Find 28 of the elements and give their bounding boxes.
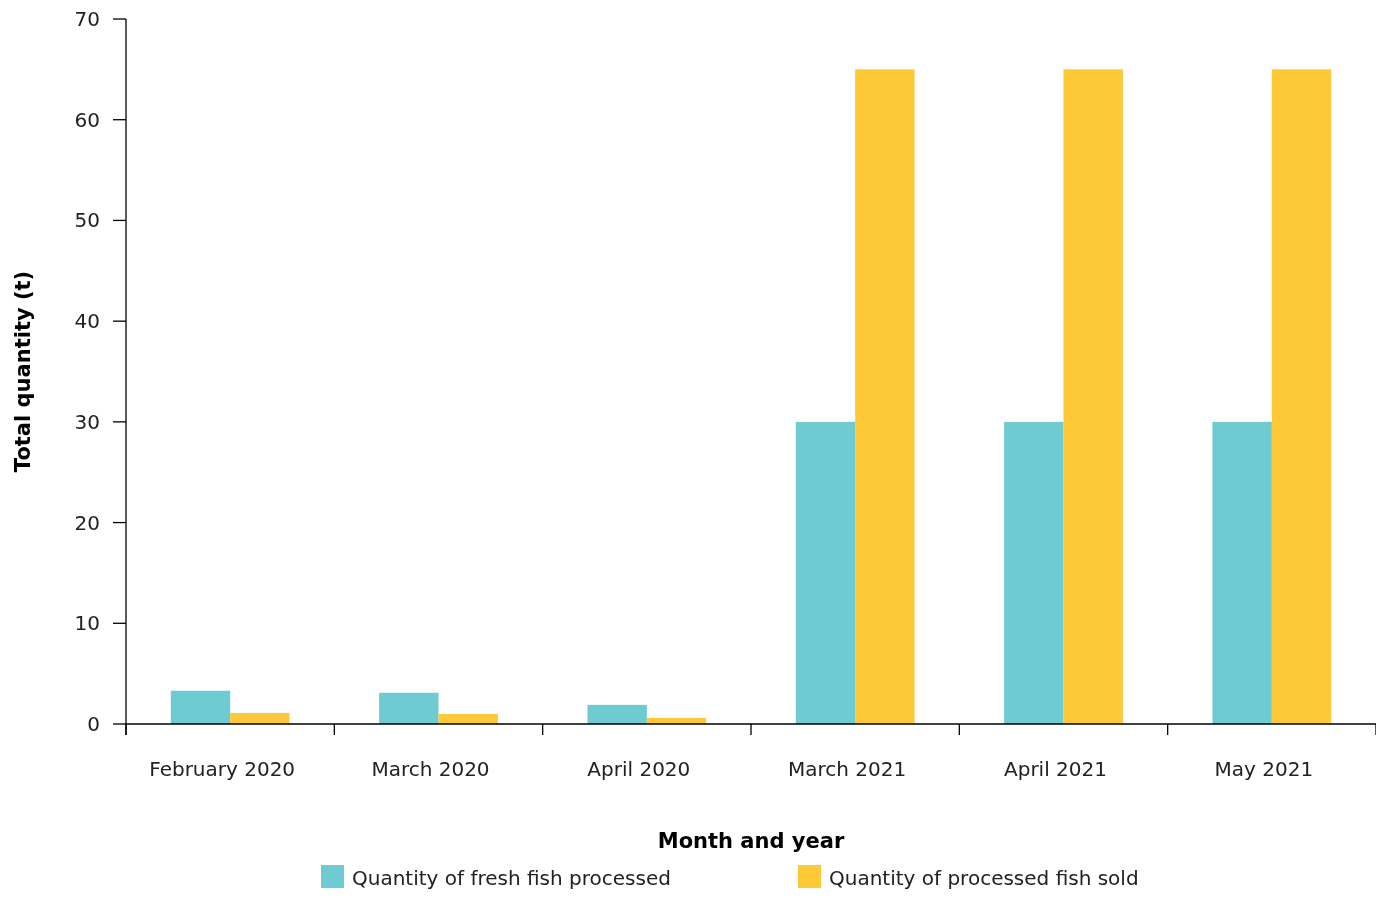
y-tick-label: 30 [74, 409, 100, 434]
x-tick-label: May 2021 [1214, 757, 1314, 781]
y-tick-label: 60 [74, 107, 100, 132]
bar [1212, 421, 1272, 724]
y-axis-title: Total quantity (t) [11, 270, 35, 473]
bar [795, 421, 856, 724]
bar [1271, 69, 1332, 724]
bar [230, 712, 290, 724]
legend-label: Quantity of processed fish sold [829, 866, 1139, 890]
bar [170, 690, 231, 724]
x-tick-label: March 2020 [371, 757, 490, 781]
y-tick-label: 20 [74, 510, 100, 535]
bar [1063, 69, 1123, 724]
bar [379, 692, 439, 724]
y-tick-label: 50 [74, 208, 100, 233]
bar [1004, 421, 1064, 724]
bar [587, 704, 647, 724]
x-axis-title: Month and year [657, 829, 845, 853]
y-tick-label: 70 [74, 7, 100, 31]
legend-label: Quantity of fresh fish processed [352, 866, 671, 890]
x-tick-label: February 2020 [149, 757, 296, 781]
y-tick-label: 40 [74, 309, 100, 334]
y-tick-label: 0 [87, 712, 100, 736]
bar [855, 69, 915, 724]
x-tick-label: April 2020 [587, 757, 691, 781]
x-tick-label: April 2021 [1004, 757, 1107, 781]
x-tick-label: March 2021 [788, 757, 907, 781]
y-tick-label: 10 [74, 611, 100, 636]
